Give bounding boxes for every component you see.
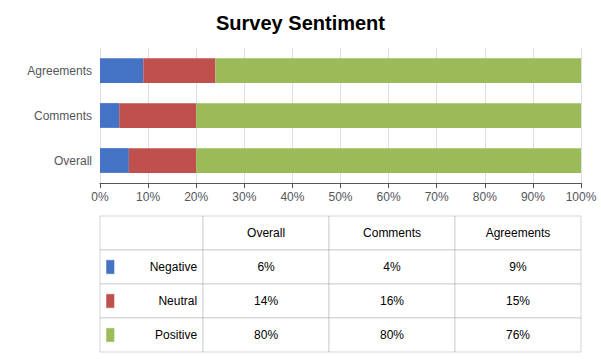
svg-text:Survey Sentiment: Survey Sentiment <box>216 12 385 34</box>
svg-text:14%: 14% <box>254 294 278 308</box>
svg-text:Comments: Comments <box>34 109 92 123</box>
svg-text:70%: 70% <box>425 190 449 204</box>
svg-text:100%: 100% <box>566 190 597 204</box>
svg-text:80%: 80% <box>380 328 404 342</box>
svg-text:80%: 80% <box>473 190 497 204</box>
svg-text:10%: 10% <box>136 190 160 204</box>
svg-text:50%: 50% <box>328 190 352 204</box>
svg-text:80%: 80% <box>254 328 278 342</box>
svg-text:40%: 40% <box>280 190 304 204</box>
svg-text:Comments: Comments <box>363 226 421 240</box>
svg-text:Neutral: Neutral <box>158 294 197 308</box>
svg-text:4%: 4% <box>383 260 401 274</box>
svg-text:76%: 76% <box>506 328 530 342</box>
svg-text:Agreements: Agreements <box>27 64 92 78</box>
svg-text:Positive: Positive <box>155 328 197 342</box>
svg-text:15%: 15% <box>506 294 530 308</box>
svg-text:30%: 30% <box>232 190 256 204</box>
svg-text:20%: 20% <box>184 190 208 204</box>
svg-text:60%: 60% <box>377 190 401 204</box>
svg-text:Negative: Negative <box>150 260 198 274</box>
svg-text:90%: 90% <box>521 190 545 204</box>
svg-text:6%: 6% <box>257 260 275 274</box>
svg-text:0%: 0% <box>91 190 109 204</box>
svg-text:9%: 9% <box>509 260 527 274</box>
svg-text:Overall: Overall <box>54 154 92 168</box>
svg-text:16%: 16% <box>380 294 404 308</box>
svg-text:Agreements: Agreements <box>486 226 551 240</box>
svg-text:Overall: Overall <box>247 226 285 240</box>
